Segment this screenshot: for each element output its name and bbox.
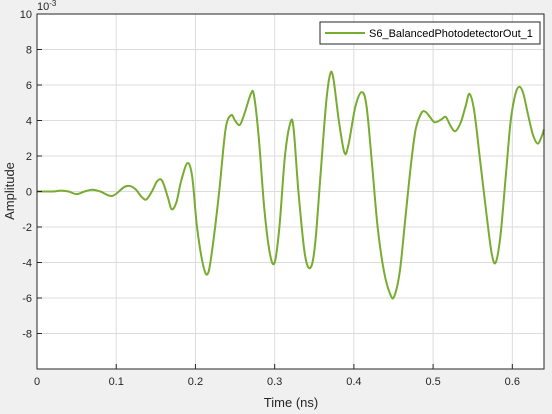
legend-box: [319, 21, 541, 45]
y-axis-label: Amplitude: [2, 162, 17, 220]
y-exponent-power: -3: [49, 0, 57, 8]
y-exponent-base: 10: [37, 1, 49, 13]
x-tick-label: 0.1: [109, 376, 124, 388]
y-tick-label: 2: [26, 151, 32, 163]
tick-labels: 0 0.1 0.2 0.3 0.4 0.5 0.6 -8 -6 -4 -2 0 2 4 6 8 10: [20, 9, 520, 388]
series-line: [36, 70, 545, 300]
x-tick-label: 0: [34, 376, 40, 388]
x-tick-label: 0.6: [505, 376, 520, 388]
y-tick-label: 6: [26, 80, 32, 92]
x-axis-label: Time (ns): [264, 395, 318, 410]
y-tick-label: -2: [22, 222, 32, 234]
y-tick-label: 10: [20, 9, 32, 21]
series-lines: [36, 70, 545, 300]
x-tick-label: 0.3: [267, 376, 282, 388]
legend-entry-label: S6_BalancedPhotodetectorOut_1: [369, 28, 533, 40]
y-tick-label: 4: [26, 116, 32, 128]
y-tick-label: -6: [22, 293, 32, 305]
x-tick-label: 0.5: [425, 376, 440, 388]
y-tick-label: -8: [22, 329, 32, 341]
y-tick-label: -4: [22, 258, 32, 270]
y-tick-label: 0: [26, 187, 32, 199]
ticks: [36, 13, 513, 369]
legend[interactable]: S6_BalancedPhotodetectorOut_1: [319, 21, 541, 45]
y-exponent-label: 10-3: [37, 0, 57, 13]
x-tick-label: 0.4: [346, 376, 361, 388]
plot-area: 0 0.1 0.2 0.3 0.4 0.5 0.6 -8 -6 -4 -2 0 2 4 6 8 10: [20, 9, 545, 388]
y-tick-label: 8: [26, 45, 32, 57]
x-tick-label: 0.2: [188, 376, 203, 388]
